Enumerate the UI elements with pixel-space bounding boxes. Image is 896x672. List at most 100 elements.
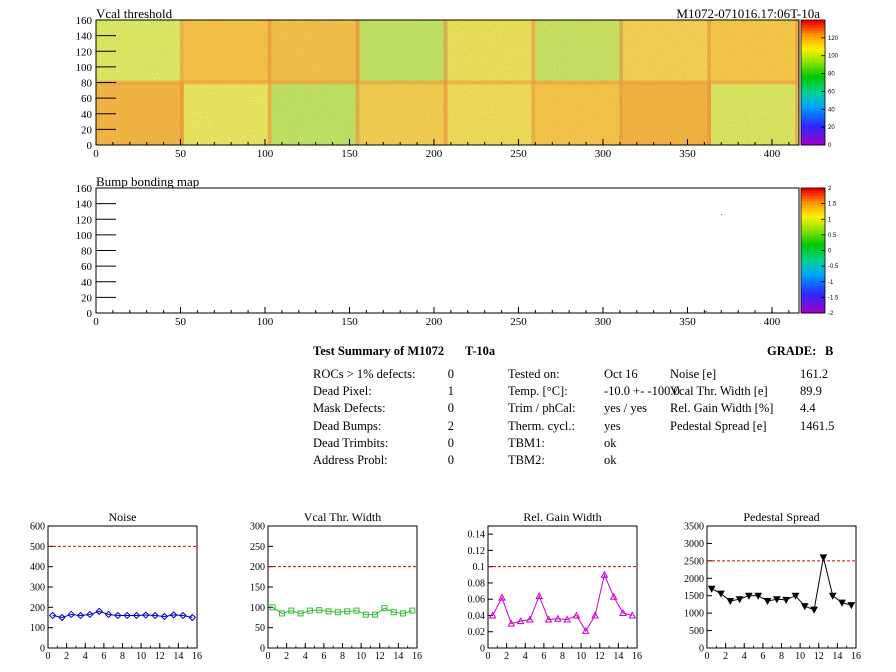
y-tick-label: 160 [76,183,93,195]
palette-band [801,265,825,269]
data-point [619,608,627,617]
x-tick-label: 6 [101,651,106,662]
data-point [516,617,525,625]
data-point [334,609,341,616]
y-tick-label: 100 [250,603,265,614]
summary-value: Oct 16 [604,367,638,381]
palette-band [801,32,825,36]
x-tick-label: 6 [541,651,546,662]
y-tick-label: 120 [76,214,93,226]
x-tick-label: 300 [595,148,612,160]
data-point [297,610,304,617]
y-tick-label: 400 [30,562,45,573]
palette-band [801,135,825,138]
data-point [819,554,828,562]
y-tick-label: 40 [81,109,93,121]
chart-frame [267,525,418,649]
palette-band [801,285,825,289]
palette-tick-label: -1 [828,280,834,286]
summary-label: Address Probl: [313,453,388,467]
x-tick-label: 12 [814,651,824,662]
grade-label: GRADE: [767,344,817,358]
palette-band [801,288,825,291]
palette-band [801,95,825,98]
palette-band [801,22,825,26]
summary-value: 1 [447,384,454,399]
x-tick-label: 12 [595,651,605,662]
x-tick-label: 12 [375,651,385,662]
data-point [763,597,772,605]
x-tick-label: 2 [723,651,728,662]
data-point [828,592,837,600]
palette-band [801,60,825,63]
y-tick-label: 0.06 [468,595,486,606]
summary-value: 4.4 [800,401,816,416]
data-point [95,607,103,616]
data-point [507,619,516,627]
y-tick-label: 3500 [684,522,704,533]
palette-band [801,27,825,31]
palette-tick-label: 1.5 [828,202,837,208]
palette-band [801,258,825,261]
summary-label: Dead Bumps: [313,418,382,433]
series-line [272,606,413,616]
y-tick-label: 300 [30,583,45,594]
summary-value: ok [604,453,617,467]
x-tick-label: 8 [560,651,565,662]
palette-band [801,142,825,146]
palette-band [801,273,825,276]
palette-band [801,77,825,81]
x-tick-label: 200 [426,316,443,328]
x-tick-label: 12 [155,651,165,662]
series-line [711,557,852,611]
summary-label: Pedestal Spread [e] [670,418,767,433]
chart-3: Pedestal Spread 0 2 4 6 8 10 12 14 16 0 500 1000 1500… [684,510,861,662]
palette-tick-label: -2 [828,311,834,317]
data-point [498,593,506,601]
summary-label: Temp. [°C]: [508,384,568,399]
palette-band [801,90,825,93]
palette-band [801,115,825,118]
y-tick-label: 500 [689,626,704,637]
data-point [726,597,735,605]
data-point [179,611,187,620]
palette-band [801,70,825,73]
palette-tick-label: 20 [828,125,835,131]
data-point [288,607,295,614]
palette-band [801,35,825,38]
data-point [754,592,763,600]
chart-title: Vcal Thr. Width [304,510,381,524]
data-point [278,610,285,617]
palette-band [801,45,825,48]
y-tick-label: 0 [87,140,93,152]
summary-value: yes / yes [604,401,648,416]
chart-title: Pedestal Spread [743,510,819,524]
y-tick-label: 100 [30,623,45,634]
chart-2: Rel. Gain Width 0 2 4 6 8 10 12 14 16 0 0.02 0.04 0.0… [468,510,643,662]
data-point [400,610,407,617]
palette-band [801,85,825,88]
palette-tick-label: 100 [828,54,839,60]
x-tick-label: 250 [510,316,527,328]
x-tick-label: 16 [412,651,422,662]
palette-band [801,65,825,68]
x-tick-label: 10 [576,651,586,662]
summary-label: ROCs > 1% defects: [313,367,416,381]
palette-band [801,233,825,236]
data-point [800,603,809,611]
y-tick-label: 60 [81,93,93,105]
data-point [572,611,581,619]
palette-band [801,230,825,234]
data-point [160,612,169,621]
x-tick-label: 10 [795,651,805,662]
chart-frame [47,525,198,649]
x-tick-label: 350 [679,148,696,160]
y-tick-label: 200 [30,603,45,614]
palette-band [801,67,825,71]
data-point [390,609,397,616]
data-point [409,607,416,614]
y-tick-label: 300 [250,522,265,533]
data-point [526,615,534,623]
palette-band [801,193,825,196]
summary-label: Tested on: [508,367,560,381]
